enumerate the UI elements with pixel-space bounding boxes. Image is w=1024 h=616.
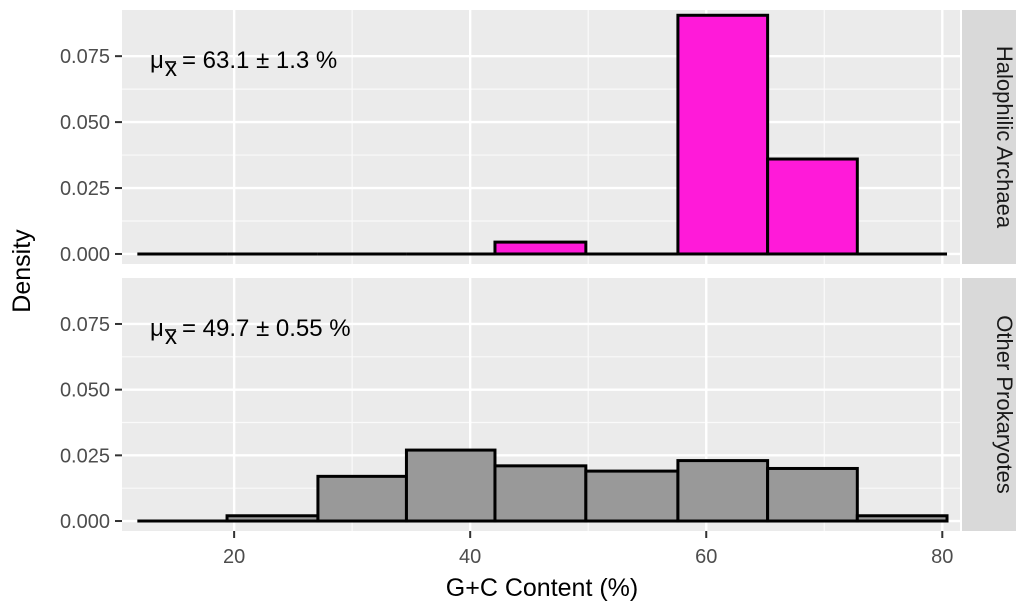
y-tick-label: 0.050 <box>60 112 110 134</box>
y-tick-label: 0.025 <box>60 445 110 467</box>
x-tick-label: 40 <box>459 546 481 568</box>
x-tick-label: 60 <box>695 546 717 568</box>
annotation-subscript: x <box>165 55 177 82</box>
y-tick-label: 0.075 <box>60 46 110 68</box>
histogram-bar <box>676 459 770 523</box>
y-tick-label: 0.075 <box>60 314 110 336</box>
y-tick-label: 0.025 <box>60 178 110 200</box>
x-tick-label: 20 <box>223 546 245 568</box>
histogram-bar <box>855 514 949 523</box>
facet-strip <box>962 10 1016 264</box>
y-tick-label: 0.050 <box>60 380 110 402</box>
histogram-bar <box>316 474 408 523</box>
x-tick-label: 80 <box>931 546 953 568</box>
annotation-mu-symbol: μ <box>150 315 164 342</box>
histogram-bar <box>404 448 497 523</box>
histogram-bar <box>493 240 588 256</box>
facet-strip-label: Halophilic Archaea <box>992 46 1017 229</box>
panel-2: μ x = 49.7 ± 0.55 % Other Prokaryotes <box>122 278 1017 531</box>
facet-strip <box>962 278 1016 531</box>
histogram-bar <box>584 469 680 523</box>
y-tick-label: 0.000 <box>60 511 110 533</box>
annotation-text: = 63.1 ± 1.3 % <box>182 47 337 74</box>
x-axis-title: G+C Content (%) <box>446 574 638 602</box>
annotation-text: = 49.7 ± 0.55 % <box>182 315 351 342</box>
annotation-mu-symbol: μ <box>150 47 164 74</box>
histogram-bar <box>676 13 770 256</box>
histogram-bar <box>225 514 320 523</box>
y-tick-label: 0.000 <box>60 244 110 266</box>
histogram-bar <box>766 466 859 523</box>
panel-1: μ x = 63.1 ± 1.3 % Halophilic Archaea <box>122 10 1017 264</box>
axes-layer: 0.000 0.025 0.050 0.075 0.000 0.025 0.050 0.075… <box>60 46 953 568</box>
annotation-subscript: x <box>165 323 177 350</box>
facet-strip-label: Other Prokaryotes <box>992 315 1017 494</box>
histogram-bar <box>766 157 859 256</box>
y-axis-title: Density <box>8 229 36 313</box>
histogram-bar <box>493 464 588 523</box>
